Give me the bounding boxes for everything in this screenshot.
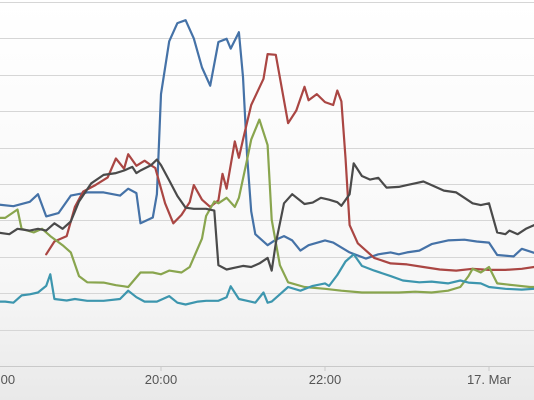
grid bbox=[0, 2, 534, 367]
series-line-5 bbox=[0, 158, 534, 272]
series-line-3 bbox=[0, 118, 534, 294]
x-tick-label: 17. Mar bbox=[467, 372, 512, 387]
x-tick-label: 20:00 bbox=[145, 372, 178, 387]
series-group bbox=[0, 19, 534, 306]
x-tick-label: 22:00 bbox=[309, 372, 342, 387]
series-line-4 bbox=[0, 253, 534, 306]
x-tick-label: :00 bbox=[0, 372, 15, 387]
x-axis: :00 20:00 22:00 17. Mar bbox=[0, 366, 512, 387]
series-line-2 bbox=[45, 52, 534, 272]
